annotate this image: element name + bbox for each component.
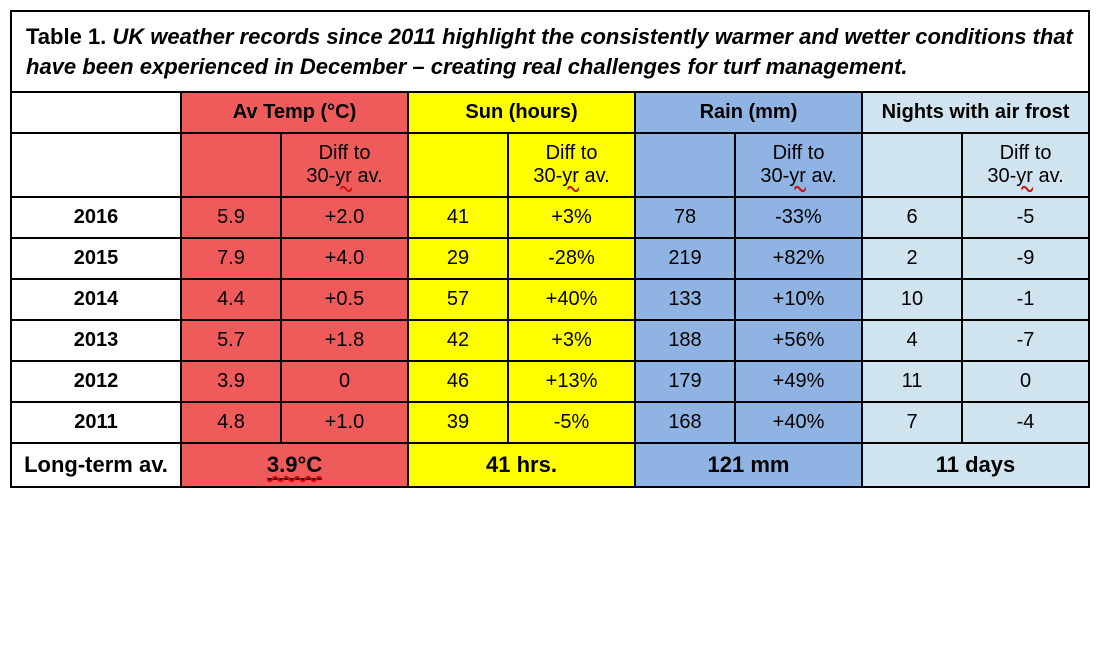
footer-temp: 3.9°C [181, 443, 408, 487]
temp-cell: 7.9 [181, 238, 281, 279]
frost-diff-cell: -5 [962, 197, 1089, 238]
frost-cell: 7 [862, 402, 962, 443]
year-cell: 2011 [11, 402, 181, 443]
header-temp: Av Temp (°C) [181, 92, 408, 133]
sun-diff-cell: +13% [508, 361, 635, 402]
rain-cell: 168 [635, 402, 735, 443]
subheader-sun-diff: Diff to 30-yr av. [508, 133, 635, 197]
frost-cell: 2 [862, 238, 962, 279]
rain-diff-cell: +56% [735, 320, 862, 361]
temp-diff-cell: +0.5 [281, 279, 408, 320]
table-caption: Table 1. UK weather records since 2011 h… [11, 11, 1089, 92]
year-cell: 2013 [11, 320, 181, 361]
sun-cell: 41 [408, 197, 508, 238]
year-cell: 2014 [11, 279, 181, 320]
frost-diff-cell: 0 [962, 361, 1089, 402]
sun-diff-cell: -28% [508, 238, 635, 279]
frost-cell: 10 [862, 279, 962, 320]
rain-cell: 188 [635, 320, 735, 361]
footer-rain: 121 mm [635, 443, 862, 487]
year-cell: 2016 [11, 197, 181, 238]
sun-cell: 57 [408, 279, 508, 320]
frost-cell: 6 [862, 197, 962, 238]
caption-body: UK weather records since 2011 highlight … [26, 24, 1073, 79]
subheader-temp-blank [181, 133, 281, 197]
footer-sun: 41 hrs. [408, 443, 635, 487]
footer-frost: 11 days [862, 443, 1089, 487]
year-cell: 2012 [11, 361, 181, 402]
subheader-frost-blank [862, 133, 962, 197]
subheader-frost-diff: Diff to 30-yr av. [962, 133, 1089, 197]
temp-diff-cell: 0 [281, 361, 408, 402]
table-row: 20114.8+1.039-5%168+40%7-4 [11, 402, 1089, 443]
table-row: 20157.9+4.029-28%219+82%2-9 [11, 238, 1089, 279]
frost-diff-cell: -9 [962, 238, 1089, 279]
frost-diff-cell: -4 [962, 402, 1089, 443]
sun-cell: 42 [408, 320, 508, 361]
rain-diff-cell: -33% [735, 197, 862, 238]
temp-diff-cell: +4.0 [281, 238, 408, 279]
temp-cell: 4.8 [181, 402, 281, 443]
sun-diff-cell: +40% [508, 279, 635, 320]
rain-diff-cell: +40% [735, 402, 862, 443]
frost-diff-cell: -1 [962, 279, 1089, 320]
table-row: 20135.7+1.842+3%188+56%4-7 [11, 320, 1089, 361]
sun-diff-cell: +3% [508, 320, 635, 361]
table-row: 20165.9+2.041+3%78-33%6-5 [11, 197, 1089, 238]
temp-cell: 5.7 [181, 320, 281, 361]
sun-cell: 29 [408, 238, 508, 279]
rain-cell: 78 [635, 197, 735, 238]
header-blank-1 [11, 92, 181, 133]
temp-cell: 3.9 [181, 361, 281, 402]
header-sun: Sun (hours) [408, 92, 635, 133]
subheader-sun-blank [408, 133, 508, 197]
temp-diff-cell: +1.8 [281, 320, 408, 361]
temp-cell: 4.4 [181, 279, 281, 320]
rain-diff-cell: +49% [735, 361, 862, 402]
sun-cell: 46 [408, 361, 508, 402]
table-row: 20123.9046+13%179+49%110 [11, 361, 1089, 402]
sun-diff-cell: -5% [508, 402, 635, 443]
sun-cell: 39 [408, 402, 508, 443]
subheader-temp-diff: Diff to 30-yr av. [281, 133, 408, 197]
caption-lead: Table 1. [26, 24, 112, 49]
frost-cell: 4 [862, 320, 962, 361]
footer-label: Long-term av. [11, 443, 181, 487]
subheader-rain-blank [635, 133, 735, 197]
temp-cell: 5.9 [181, 197, 281, 238]
frost-diff-cell: -7 [962, 320, 1089, 361]
rain-cell: 179 [635, 361, 735, 402]
table-row: 20144.4+0.557+40%133+10%10-1 [11, 279, 1089, 320]
header-frost: Nights with air frost [862, 92, 1089, 133]
subheader-rain-diff: Diff to 30-yr av. [735, 133, 862, 197]
weather-table: Table 1. UK weather records since 2011 h… [10, 10, 1090, 488]
rain-cell: 133 [635, 279, 735, 320]
rain-diff-cell: +82% [735, 238, 862, 279]
header-blank-2 [11, 133, 181, 197]
temp-diff-cell: +2.0 [281, 197, 408, 238]
year-cell: 2015 [11, 238, 181, 279]
temp-diff-cell: +1.0 [281, 402, 408, 443]
rain-diff-cell: +10% [735, 279, 862, 320]
frost-cell: 11 [862, 361, 962, 402]
sun-diff-cell: +3% [508, 197, 635, 238]
rain-cell: 219 [635, 238, 735, 279]
header-rain: Rain (mm) [635, 92, 862, 133]
